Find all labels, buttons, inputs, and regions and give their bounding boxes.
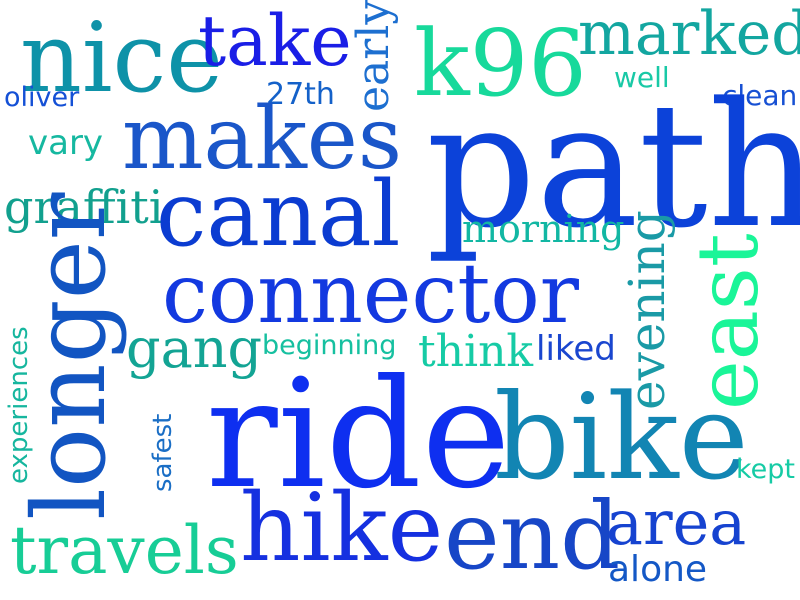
word-vary: vary xyxy=(28,123,104,163)
word-take: take xyxy=(198,0,352,82)
word-connector: connector xyxy=(162,247,579,342)
word-canal: canal xyxy=(156,162,401,267)
word-ride: ride xyxy=(206,348,511,522)
word-hike: hike xyxy=(240,474,444,583)
word-path: path xyxy=(426,65,800,266)
word-morning: morning xyxy=(462,207,625,251)
word-makes: makes xyxy=(122,89,402,189)
word-kept: kept xyxy=(736,454,796,485)
word-area: area xyxy=(606,486,747,559)
word-marked: marked xyxy=(578,0,800,69)
word-27th: 27th xyxy=(266,77,335,112)
word-bike: bike xyxy=(494,368,749,506)
word-graffiti: graffiti xyxy=(4,180,164,234)
word-travels: travels xyxy=(10,512,239,589)
word-nice: nice xyxy=(20,2,224,114)
word-longer: longer xyxy=(11,192,128,520)
word-oliver: oliver xyxy=(4,82,80,113)
word-liked: liked xyxy=(536,329,616,369)
word-gang: gang xyxy=(126,317,263,380)
word-well: well xyxy=(614,61,670,94)
word-think: think xyxy=(418,326,534,377)
word-experiences: experiences xyxy=(4,326,34,484)
word-k96: k96 xyxy=(414,10,587,117)
word-safest: safest xyxy=(148,413,178,492)
word-clean: clean xyxy=(722,79,798,112)
word-beginning: beginning xyxy=(262,330,397,361)
word-end: end xyxy=(444,482,621,591)
word-alone: alone xyxy=(608,549,708,590)
